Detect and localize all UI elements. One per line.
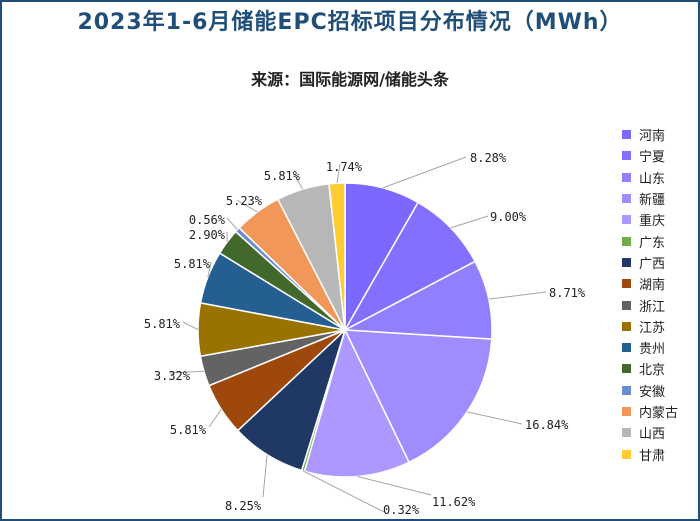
- data-label: 8.25%: [225, 499, 262, 513]
- leader-line: [262, 454, 268, 498]
- pie-slice: [343, 201, 477, 332]
- legend-label: 江苏: [639, 320, 666, 336]
- legend-label: 广西: [639, 256, 666, 272]
- legend-swatch: [622, 364, 631, 374]
- legend-item: 安徽: [622, 380, 678, 401]
- legend-swatch: [622, 343, 631, 353]
- leader-line: [336, 163, 341, 184]
- legend-item: 浙江: [622, 294, 678, 315]
- legend-item: 湖南: [622, 273, 678, 294]
- legend-swatch: [622, 257, 631, 267]
- chart-title: 2023年1-6月储能EPC招标项目分布情况（MWh）: [77, 10, 623, 35]
- pie-slice: [328, 182, 346, 331]
- legend-swatch: [622, 300, 631, 310]
- legend-label: 河南: [639, 129, 666, 145]
- data-label: 5.81%: [264, 169, 301, 183]
- leader-line: [236, 199, 258, 213]
- legend-label: 北京: [639, 363, 666, 379]
- leader-line: [450, 215, 489, 229]
- legend-swatch: [622, 449, 631, 459]
- legend-swatch: [622, 385, 631, 395]
- pie-slice: [343, 329, 493, 464]
- legend-item: 广西: [622, 252, 678, 273]
- legend-swatch: [622, 151, 631, 161]
- data-label: 3.32%: [154, 369, 191, 383]
- legend-item: 江苏: [622, 316, 678, 337]
- legend-label: 宁夏: [639, 150, 666, 166]
- data-label: 0.32%: [383, 503, 420, 517]
- data-label: 8.71%: [549, 286, 586, 300]
- legend-label: 贵州: [639, 342, 666, 358]
- legend-item: 内蒙古: [622, 401, 678, 422]
- data-label: 5.81%: [170, 423, 207, 437]
- data-label: 5.81%: [174, 257, 211, 271]
- legend-label: 广东: [639, 235, 666, 251]
- legend-label: 内蒙古: [639, 406, 679, 421]
- chart-subtitle: 来源：国际能源网/储能头条: [251, 70, 449, 89]
- leader-line: [226, 217, 238, 231]
- leader-line: [488, 291, 547, 300]
- legend-item: 新疆: [622, 188, 678, 209]
- legend-swatch: [622, 279, 631, 289]
- leader-line: [302, 470, 385, 513]
- legend-swatch: [622, 321, 631, 331]
- leader-line: [466, 411, 523, 425]
- pie-slice: [303, 327, 411, 478]
- leader-line: [182, 321, 199, 331]
- data-label: 0.56%: [189, 213, 226, 227]
- legend-swatch: [622, 407, 631, 416]
- legend-label: 重庆: [639, 214, 666, 230]
- legend-label: 山西: [639, 427, 666, 443]
- data-label: 8.28%: [470, 151, 507, 165]
- leader-line: [208, 409, 222, 428]
- legend-swatch: [622, 172, 631, 182]
- legend-label: 安徽: [639, 384, 666, 400]
- data-label: 9.00%: [490, 210, 527, 224]
- legend-swatch: [622, 215, 631, 225]
- leader-line: [169, 370, 204, 374]
- legend-swatch: [622, 428, 631, 438]
- legend-item: 宁夏: [622, 145, 678, 166]
- data-label: 1.74%: [326, 160, 363, 174]
- legend-item: 重庆: [622, 209, 678, 230]
- leader-line: [293, 173, 304, 190]
- legend-item: 山东: [622, 167, 678, 188]
- legend-item: 山西: [622, 422, 678, 443]
- legend-label: 新疆: [639, 193, 666, 209]
- legend-swatch: [622, 194, 631, 204]
- legend-item: 河南: [622, 124, 678, 145]
- legend-item: 北京: [622, 358, 678, 379]
- data-label: 2.90%: [189, 228, 226, 242]
- leader-line: [382, 156, 467, 189]
- legend-label: 浙江: [639, 299, 666, 315]
- legend-item: 贵州: [622, 337, 678, 358]
- legend-label: 甘肃: [639, 448, 666, 464]
- leader-line: [357, 476, 432, 496]
- data-label: 16.84%: [525, 418, 569, 432]
- data-label: 5.81%: [144, 317, 181, 331]
- legend-item: 广东: [622, 230, 678, 251]
- legend-label: 山东: [639, 171, 666, 187]
- chart-legend: 河南宁夏山东新疆重庆广东广西湖南浙江江苏贵州北京安徽内蒙古山西甘肃: [622, 124, 678, 465]
- data-label: 5.23%: [226, 194, 263, 208]
- legend-item: 甘肃: [622, 443, 678, 464]
- leader-line: [207, 261, 212, 278]
- legend-label: 湖南: [639, 278, 666, 294]
- legend-swatch: [622, 236, 631, 246]
- data-label: 11.62%: [432, 495, 476, 509]
- legend-swatch: [622, 130, 631, 140]
